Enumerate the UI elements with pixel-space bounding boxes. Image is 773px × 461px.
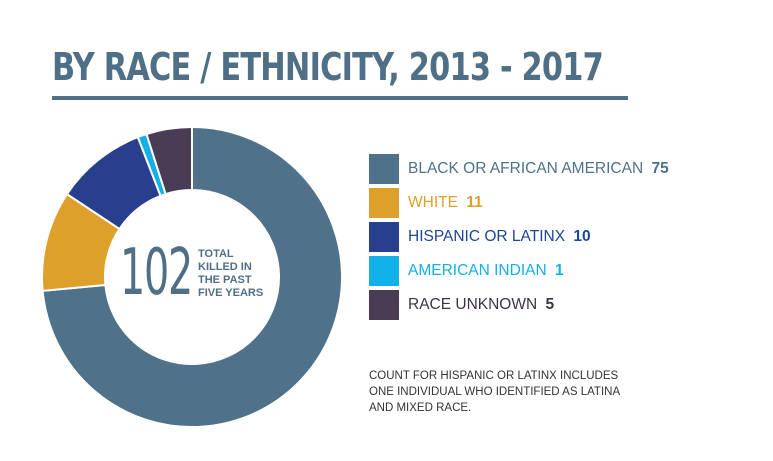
legend-label: RACE UNKNOWN 5: [408, 296, 554, 314]
legend-item-white: WHITE 11: [369, 186, 669, 220]
legend-item-american-indian: AMERICAN INDIAN 1: [369, 254, 669, 288]
footnote-line: ONE INDIVIDUAL WHO IDENTIFIED AS LATINA: [369, 386, 621, 398]
total-caption-line: KILLED IN: [198, 261, 252, 273]
total-caption-line: FIVE YEARS: [198, 287, 264, 299]
legend-swatch: [369, 256, 399, 286]
total-caption-line: TOTAL: [198, 248, 234, 260]
total-caption-line: THE PAST: [198, 274, 252, 286]
legend-label: WHITE 11: [408, 194, 483, 212]
legend-swatch: [369, 188, 399, 218]
donut-slice-black-or-african-american: [41, 125, 343, 428]
legend-category: BLACK OR AFRICAN AMERICAN: [408, 160, 648, 177]
legend-category: RACE UNKNOWN: [408, 296, 542, 313]
legend-swatch: [369, 290, 399, 320]
legend-value: 10: [573, 228, 591, 245]
total-count: 102: [120, 236, 193, 310]
legend-value: 75: [651, 160, 669, 177]
footnote-line: COUNT FOR HISPANIC OR LATINX INCLUDES: [369, 370, 619, 382]
legend-label: AMERICAN INDIAN 1: [408, 262, 564, 280]
legend-item-race-unknown: RACE UNKNOWN 5: [369, 288, 669, 322]
legend-swatch: [369, 154, 399, 184]
legend-value: 5: [545, 296, 555, 313]
donut-slice-race-unknown: [145, 125, 193, 196]
footnote: COUNT FOR HISPANIC OR LATINX INCLUDES ON…: [369, 368, 669, 416]
legend: BLACK OR AFRICAN AMERICAN 75 WHITE 11 HI…: [369, 152, 669, 322]
legend-category: HISPANIC OR LATINX: [408, 228, 570, 245]
legend-swatch: [369, 222, 399, 252]
legend-item-black: BLACK OR AFRICAN AMERICAN 75: [369, 152, 669, 186]
legend-item-hispanic: HISPANIC OR LATINX 10: [369, 220, 669, 254]
footnote-line: AND MIXED RACE.: [369, 402, 472, 414]
total-caption: TOTAL KILLED IN THE PAST FIVE YEARS: [198, 248, 298, 300]
legend-label: BLACK OR AFRICAN AMERICAN 75: [408, 160, 669, 178]
title-underline: [52, 96, 628, 100]
chart-title: BY RACE / ETHNICITY, 2013 - 2017: [52, 45, 604, 89]
legend-category: AMERICAN INDIAN: [408, 262, 551, 279]
legend-category: WHITE: [408, 194, 463, 211]
legend-label: HISPANIC OR LATINX 10: [408, 228, 591, 246]
legend-value: 11: [466, 194, 483, 211]
legend-value: 1: [554, 262, 564, 279]
